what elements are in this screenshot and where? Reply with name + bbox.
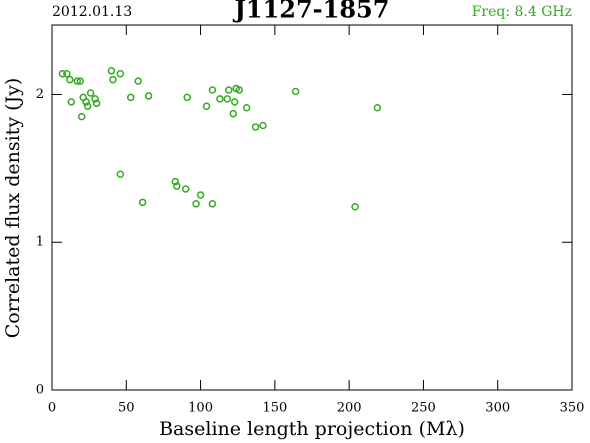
- subtitle: Freq: 8.4 GHz: [472, 4, 572, 20]
- point: [116, 170, 125, 179]
- point: [86, 89, 95, 97]
- point: [126, 93, 135, 102]
- point: [229, 109, 238, 118]
- point: [91, 95, 99, 103]
- point: [66, 75, 74, 84]
- point: [259, 121, 267, 130]
- plot-frame: [51, 24, 573, 391]
- point: [216, 95, 224, 103]
- y-tick-label: 2: [36, 87, 44, 102]
- point: [173, 182, 181, 190]
- point: [235, 86, 243, 94]
- y-tick-label: 0: [36, 383, 44, 398]
- point: [82, 98, 90, 106]
- point: [83, 102, 92, 111]
- y-axis-label: Correlated flux density (Jy): [2, 78, 24, 339]
- x-tick-label: 100: [188, 401, 213, 416]
- point: [109, 75, 117, 84]
- x-tick-label: 50: [118, 401, 135, 416]
- point: [225, 86, 233, 94]
- x-tick-label: 200: [337, 401, 362, 416]
- x-tick-label: 350: [560, 401, 585, 416]
- point: [208, 86, 217, 94]
- x-tick-label: 150: [262, 401, 287, 416]
- point: [58, 70, 67, 78]
- x-tick-label: 300: [485, 401, 510, 416]
- x-tick-label: 0: [48, 401, 56, 416]
- point: [171, 177, 180, 186]
- point: [144, 92, 153, 100]
- point: [202, 102, 211, 111]
- x-axis-label: Baseline length projection (Mλ): [159, 418, 465, 440]
- date: 2012.01.13: [52, 4, 132, 20]
- point: [138, 198, 147, 207]
- point: [76, 77, 84, 85]
- point: [373, 104, 382, 112]
- point: [183, 93, 191, 102]
- point: [351, 203, 359, 211]
- y-tick-label: 1: [36, 235, 44, 250]
- point: [134, 77, 142, 85]
- point: [77, 112, 86, 121]
- chart-title: J1127-1857: [233, 0, 390, 24]
- point: [230, 98, 239, 106]
- point: [116, 70, 125, 78]
- point: [107, 67, 116, 75]
- point: [291, 87, 300, 96]
- point: [181, 185, 190, 193]
- point: [208, 200, 217, 208]
- point: [242, 104, 251, 112]
- point: [92, 99, 101, 108]
- point: [251, 123, 260, 131]
- point: [63, 70, 71, 78]
- x-tick-label: 250: [411, 401, 436, 416]
- point: [73, 77, 82, 85]
- point: [223, 95, 232, 103]
- point: [196, 191, 205, 199]
- point: [67, 98, 76, 106]
- point: [192, 200, 200, 208]
